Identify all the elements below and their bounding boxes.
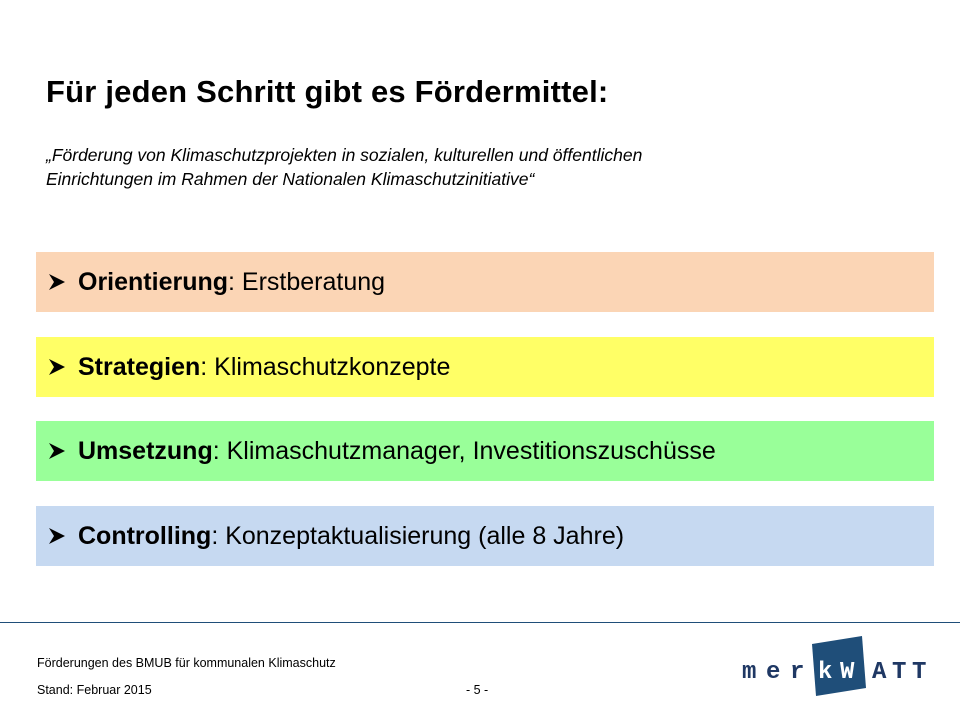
bar-controlling: Controlling: Konzeptaktualisierung (alle… [36,506,934,566]
arrowhead-bullet-icon [48,273,78,291]
svg-text:r: r [790,659,804,686]
svg-text:T: T [912,659,926,686]
footer-title: Förderungen des BMUB für kommunalen Klim… [37,656,336,670]
page-number: - 5 - [466,683,489,697]
svg-text:m: m [742,659,756,686]
bar-text: : Klimaschutzmanager, Investitionszuschü… [212,436,716,465]
bar-keyword: Orientierung [78,267,229,296]
svg-text:W: W [840,659,855,686]
svg-text:k: k [818,659,832,686]
bar-strategien: Strategien: Klimaschutzkonzepte [36,337,934,397]
slide-subtitle: „Förderung von Klimaschutzprojekten in s… [46,143,906,191]
bar-keyword: Umsetzung [78,436,213,465]
bar-keyword: Controlling [78,521,212,550]
slide-title: Für jeden Schritt gibt es Fördermittel: [46,74,609,109]
footer-date: Stand: Februar 2015 [37,683,152,697]
svg-text:T: T [892,659,906,686]
bar-text: : Erstberatung [228,267,386,296]
svg-text:A: A [872,659,887,686]
bar-umsetzung: Umsetzung: Klimaschutzmanager, Investiti… [36,421,934,481]
subtitle-line-1: „Förderung von Klimaschutzprojekten in s… [46,145,643,165]
bar-orientierung: Orientierung: Erstberatung [36,252,934,312]
subtitle-line-2: Einrichtungen im Rahmen der Nationalen K… [46,169,535,189]
bar-text: : Klimaschutzkonzepte [200,352,451,381]
arrowhead-bullet-icon [48,442,78,460]
bar-text: : Konzeptaktualisierung (alle 8 Jahre) [211,521,625,550]
arrowhead-bullet-icon [48,527,78,545]
footer-divider [0,622,960,623]
bar-keyword: Strategien [78,352,201,381]
svg-text:e: e [766,659,780,686]
arrowhead-bullet-icon [48,358,78,376]
merkwatt-logo: m e r k W A T T [742,636,926,696]
